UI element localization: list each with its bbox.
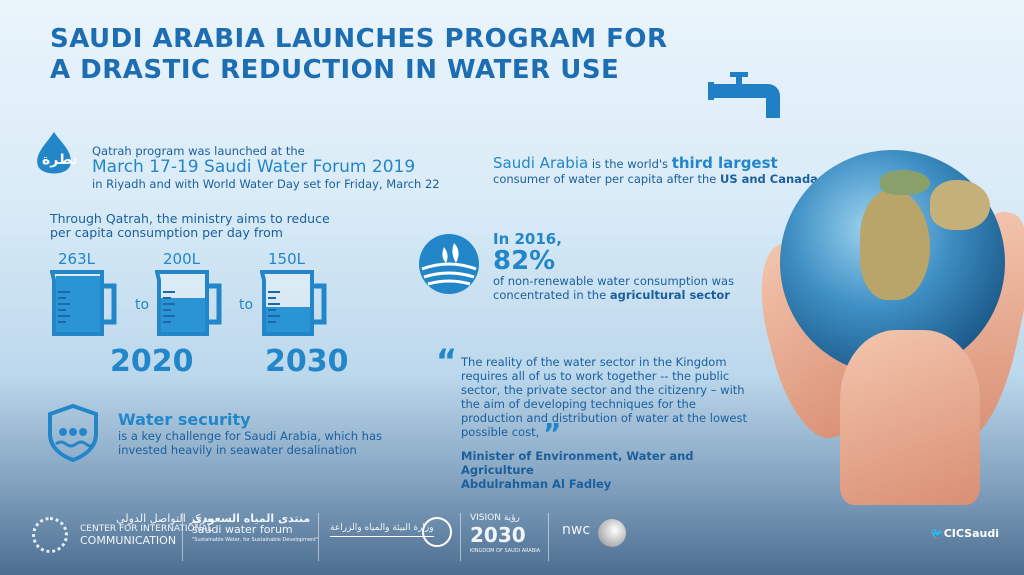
water-shield-icon	[48, 404, 98, 462]
cic-logo: مركز التواصل الدولي CENTER FOR INTERNATI…	[32, 513, 213, 553]
page-title: SAUDI ARABIA LAUNCHES PROGRAM FOR A DRAS…	[50, 24, 668, 85]
jug-label: 200L	[163, 250, 200, 268]
vision-2030-logo: VISION رؤية 2030 KINGDOM OF SAUDI ARABIA	[470, 513, 541, 554]
measuring-jug: 150L	[259, 250, 330, 342]
nwc-emblem-icon	[598, 519, 626, 547]
quote-text: The reality of the water sector in the K…	[461, 355, 761, 491]
jug-icon	[259, 270, 327, 336]
footer-logos: مركز التواصل الدولي CENTER FOR INTERNATI…	[0, 505, 1024, 565]
jug-fill	[266, 307, 310, 332]
nwc-logo: nwc	[562, 522, 591, 538]
water-tap-icon	[708, 72, 780, 118]
svg-text:قطرة: قطرة	[42, 152, 76, 168]
launch-info: Qatrah program was launched at the March…	[92, 144, 440, 191]
jug-label: 263L	[58, 250, 95, 268]
quote-line: requires all of us to work together -- t…	[461, 369, 730, 383]
quote-line: The reality of the water sector in the K…	[461, 355, 727, 369]
quote-line: sector, the private sector and the citiz…	[461, 383, 745, 397]
jug-icon	[154, 270, 222, 336]
connector-to: to	[135, 297, 150, 313]
measuring-jug: 200L	[154, 250, 225, 342]
mewa-emblem-icon	[422, 517, 452, 547]
quote-line: possible cost,	[461, 425, 540, 439]
globe-in-hands-image	[745, 140, 1024, 505]
consumer-stat: Saudi Arabia is the world's third larges…	[493, 154, 818, 186]
measuring-jug: 263L	[49, 250, 120, 342]
reduction-intro: Through Qatrah, the ministry aims to red…	[50, 211, 330, 240]
twitter-icon: 🐦	[930, 527, 944, 540]
quote-line: production and distribution of water at …	[461, 411, 748, 425]
connector-to: to	[239, 297, 254, 313]
year-start: 2020	[110, 344, 194, 379]
mewa-logo: وزارة البيئة والمياه والزراعة	[330, 523, 434, 537]
quote-line: the aim of developing techniques for the	[461, 397, 696, 411]
year-end: 2030	[265, 344, 349, 379]
agri-stat: In 2016, 82% of non-renewable water cons…	[493, 230, 735, 302]
water-security: Water security is a key challenge for Sa…	[118, 410, 383, 457]
agriculture-icon	[419, 234, 479, 294]
twitter-handle[interactable]: 🐦CICSaudi	[930, 527, 999, 540]
jug-label: 150L	[268, 250, 305, 268]
quote-open-mark: “	[436, 342, 458, 380]
saudi-water-forum-logo: منتدى المياه السعودي saudi water forum "…	[192, 512, 319, 543]
qatrah-logo: قطرة	[37, 132, 76, 174]
quote-close-mark: ”	[543, 417, 562, 450]
jug-icon	[49, 270, 117, 336]
